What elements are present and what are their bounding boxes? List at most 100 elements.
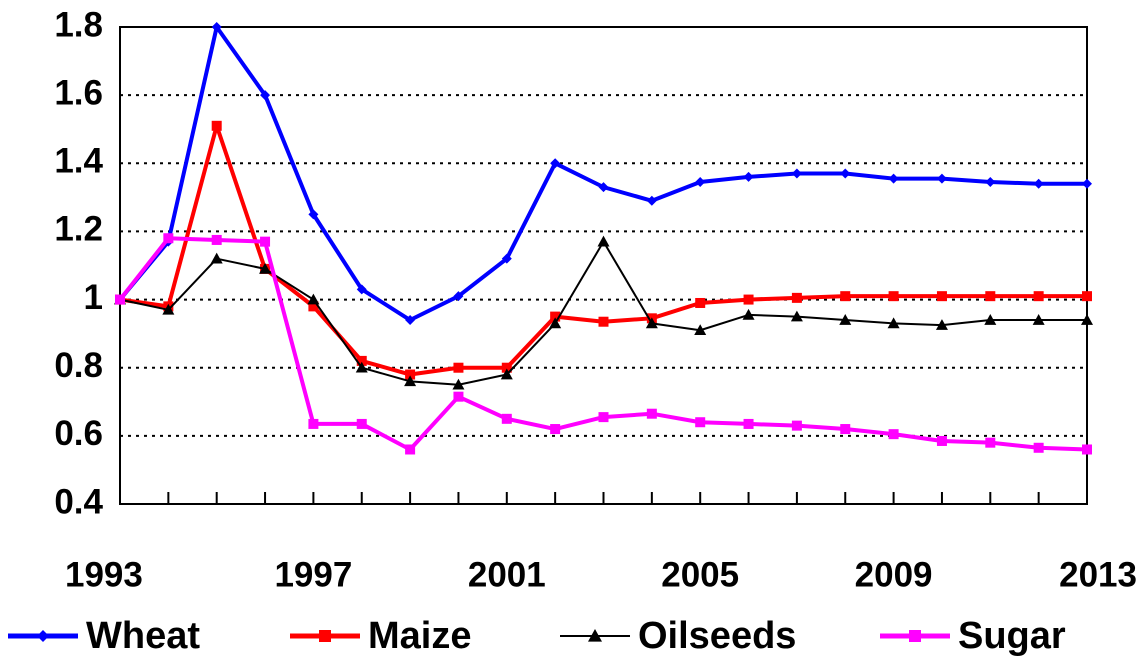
- y-tick-label: 1.2: [54, 210, 103, 249]
- marker: [645, 317, 658, 329]
- marker: [1082, 178, 1092, 189]
- marker: [791, 168, 802, 179]
- marker: [211, 120, 222, 131]
- marker: [1033, 291, 1044, 302]
- marker: [695, 417, 706, 428]
- y-tick-label: 1.8: [54, 5, 103, 44]
- marker: [550, 158, 561, 169]
- marker: [1032, 314, 1045, 325]
- x-tick-label: 2001: [468, 555, 546, 594]
- marker: [695, 297, 706, 308]
- legend-marker: [588, 629, 602, 642]
- marker: [695, 177, 706, 188]
- marker: [597, 235, 610, 247]
- marker: [791, 292, 802, 303]
- marker: [1082, 291, 1092, 302]
- marker: [985, 291, 996, 302]
- marker: [308, 209, 319, 220]
- marker: [405, 444, 416, 455]
- marker: [790, 310, 803, 322]
- marker: [1033, 442, 1044, 453]
- marker: [260, 236, 271, 247]
- marker: [936, 435, 947, 446]
- marker: [935, 319, 948, 330]
- series-line: [118, 25, 1087, 323]
- marker: [985, 177, 996, 188]
- marker: [743, 171, 754, 182]
- legend-label: Maize: [368, 615, 471, 657]
- x-tick-label: 1997: [274, 555, 352, 594]
- marker: [840, 424, 851, 435]
- marker: [936, 291, 947, 302]
- marker: [453, 391, 464, 402]
- y-tick-label: 1.6: [54, 73, 103, 112]
- marker: [163, 233, 174, 244]
- marker: [598, 316, 609, 327]
- marker: [743, 294, 754, 305]
- marker: [211, 22, 222, 32]
- legend-label: Sugar: [958, 615, 1066, 657]
- marker: [984, 314, 997, 325]
- marker: [936, 173, 947, 184]
- marker: [260, 90, 271, 101]
- marker: [404, 375, 417, 387]
- marker: [791, 420, 802, 431]
- y-tick-label: 0.8: [54, 346, 103, 385]
- marker: [356, 284, 367, 295]
- marker: [550, 424, 561, 435]
- marker: [453, 362, 464, 373]
- y-tick-label: 1: [84, 278, 103, 317]
- legend-label: Wheat: [86, 615, 200, 657]
- marker: [888, 173, 899, 184]
- marker: [887, 317, 900, 329]
- marker: [985, 437, 996, 448]
- marker: [840, 168, 851, 179]
- marker: [355, 361, 368, 373]
- marker: [549, 317, 562, 329]
- marker: [742, 308, 755, 320]
- y-tick-label: 0.6: [54, 414, 103, 453]
- marker: [840, 291, 851, 302]
- y-tick-label: 1.4: [54, 142, 103, 181]
- marker: [598, 182, 609, 193]
- marker: [501, 413, 512, 424]
- marker: [1081, 314, 1093, 325]
- legend-marker: [37, 630, 49, 642]
- marker: [1082, 444, 1092, 455]
- marker: [839, 314, 852, 325]
- marker: [356, 418, 367, 429]
- marker: [308, 418, 319, 429]
- marker: [115, 294, 125, 305]
- x-tick-label: 2009: [855, 555, 933, 594]
- x-tick-label: 1993: [65, 555, 143, 594]
- marker: [405, 315, 416, 326]
- marker: [211, 234, 222, 245]
- marker: [888, 291, 899, 302]
- marker: [501, 362, 512, 373]
- legend-marker: [909, 630, 921, 642]
- marker: [307, 293, 320, 305]
- legend-label: Oilseeds: [638, 615, 796, 657]
- marker: [500, 368, 513, 380]
- marker: [162, 303, 175, 315]
- marker: [888, 429, 899, 440]
- marker: [646, 408, 657, 419]
- y-tick-label: 0.4: [54, 482, 103, 521]
- marker: [452, 378, 465, 390]
- marker: [501, 253, 512, 264]
- legend-marker: [319, 630, 331, 642]
- marker: [550, 311, 561, 322]
- marker: [1033, 178, 1044, 189]
- x-tick-label: 2013: [1059, 555, 1137, 594]
- marker: [694, 324, 707, 336]
- marker: [453, 291, 464, 302]
- marker: [308, 301, 319, 312]
- marker: [405, 369, 416, 380]
- marker: [356, 355, 367, 366]
- marker: [210, 252, 223, 264]
- marker: [646, 195, 657, 206]
- marker: [743, 418, 754, 429]
- marker: [259, 262, 272, 274]
- x-tick-label: 2005: [661, 555, 739, 594]
